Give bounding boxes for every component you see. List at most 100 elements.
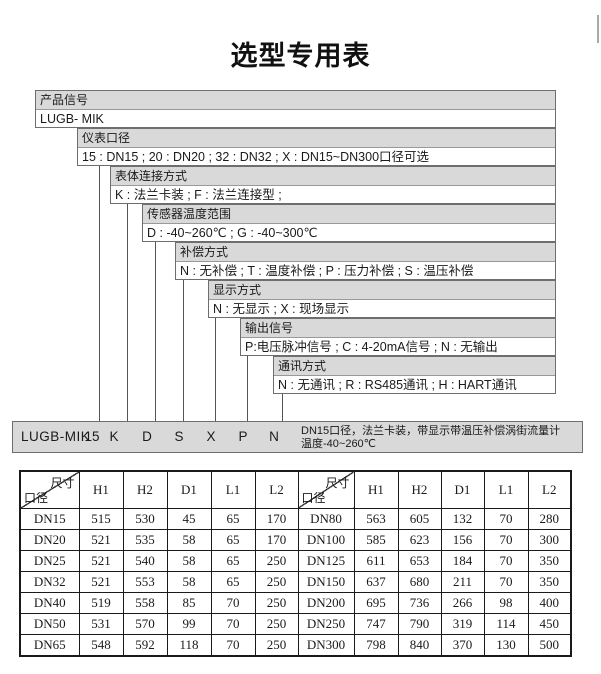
dim-cell: 521 — [78, 529, 124, 551]
tree-level-options: K : 法兰卡装 ; F : 法兰连接型 ; — [115, 188, 282, 202]
dim-cell: 58 — [166, 529, 212, 551]
dim-cell: 132 — [440, 508, 485, 530]
table-row: DN32 521 553 58 65 250 DN150 637 680 211… — [19, 571, 572, 593]
dim-cell: 747 — [353, 613, 399, 635]
diag-label-diameter: 口径 — [24, 491, 49, 505]
dim-cell: 570 — [122, 613, 168, 635]
dim-cell: 99 — [166, 613, 212, 635]
dim-cell: 592 — [122, 634, 168, 657]
dim-cell: 70 — [483, 508, 529, 530]
tree-level-compensation: 补偿方式 N : 无补偿 ; T : 温度补偿 ; P : 压力补偿 ; S :… — [175, 242, 556, 280]
dn-cell: DN15 — [19, 508, 80, 530]
dim-cell: 798 — [353, 634, 399, 657]
connector-line — [155, 242, 156, 421]
dim-cell: 521 — [78, 571, 124, 593]
dim-cell: 65 — [210, 571, 256, 593]
tree-level-options: D : -40~260℃ ; G : -40~300℃ — [147, 226, 318, 240]
connector-line — [99, 166, 100, 421]
col-header-h1: H1 — [78, 470, 124, 509]
col-header-h2: H2 — [397, 470, 442, 509]
tree-level-options: N : 无补偿 ; T : 温度补偿 ; P : 压力补偿 ; S : 温压补偿 — [180, 264, 474, 278]
dn-cell: DN125 — [297, 550, 355, 572]
col-header-l2: L2 — [254, 470, 299, 509]
dim-cell: 250 — [254, 571, 299, 593]
dim-cell: 605 — [397, 508, 442, 530]
connector-line — [282, 394, 283, 421]
model-code-bar: LUGB-MIK 15 K D S X P N DN15口径，法兰卡装，带显示带… — [12, 421, 583, 453]
dim-cell: 70 — [483, 529, 529, 551]
dim-cell: 65 — [210, 529, 256, 551]
code-segment-connection: K — [109, 429, 119, 444]
dim-cell: 70 — [483, 550, 529, 572]
code-description: DN15口径，法兰卡装，带显示带温压补偿涡街流量计 温度-40~260℃ — [301, 425, 560, 451]
tree-level-label: 补偿方式 — [176, 243, 555, 262]
dim-cell: 611 — [353, 550, 399, 572]
dim-cell: 70 — [210, 592, 256, 614]
col-header-h1: H1 — [353, 470, 399, 509]
code-segment-display: X — [206, 429, 216, 444]
tree-level-label: 传感器温度范围 — [143, 205, 555, 224]
tree-level-communication: 通讯方式 N : 无通讯 ; R : RS485通讯 ; H : HART通讯 — [273, 356, 556, 394]
dn-cell: DN65 — [19, 634, 80, 657]
tree-level-options: N : 无显示 ; X : 现场显示 — [213, 302, 350, 316]
table-row: DN20 521 535 58 65 170 DN100 585 623 156… — [19, 529, 572, 551]
tree-level-options: LUGB- MIK — [40, 112, 104, 126]
dim-cell: 156 — [440, 529, 485, 551]
col-header-h2: H2 — [122, 470, 168, 509]
tree-level-sensor-temp-range: 传感器温度范围 D : -40~260℃ ; G : -40~300℃ — [142, 204, 556, 242]
model-code: LUGB-MIK — [21, 429, 91, 444]
tree-level-label: 表体连接方式 — [111, 167, 555, 186]
dn-cell: DN80 — [297, 508, 355, 530]
table-row: DN50 531 570 99 70 250 DN250 747 790 319… — [19, 613, 572, 635]
dim-cell: 530 — [122, 508, 168, 530]
dim-cell: 515 — [78, 508, 124, 530]
tree-level-label: 通讯方式 — [274, 357, 555, 376]
tree-level-meter-diameter: 仪表口径 15 : DN15 ; 20 : DN20 ; 32 : DN32 ;… — [77, 128, 556, 166]
dim-cell: 521 — [78, 550, 124, 572]
diag-label-size: 尺寸 — [325, 476, 350, 490]
dim-cell: 98 — [483, 592, 529, 614]
dimension-table: 尺寸 口径 H1 H2 D1 L1 L2 尺寸 口径 H1 H2 D1 L1 — [19, 470, 572, 657]
tree-level-label: 产品信号 — [36, 91, 555, 110]
tree-level-label: 仪表口径 — [78, 129, 555, 148]
code-segment-output: P — [238, 429, 248, 444]
tree-level-options: N : 无通讯 ; R : RS485通讯 ; H : HART通讯 — [278, 378, 517, 392]
dim-cell: 319 — [440, 613, 485, 635]
dim-cell: 535 — [122, 529, 168, 551]
dim-cell: 170 — [254, 529, 299, 551]
dim-cell: 58 — [166, 571, 212, 593]
scrollbar-fragment — [597, 15, 599, 43]
dim-cell: 553 — [122, 571, 168, 593]
dim-cell: 736 — [397, 592, 442, 614]
dim-cell: 350 — [527, 550, 572, 572]
dim-cell: 70 — [210, 613, 256, 635]
connector-line — [247, 356, 248, 421]
dim-cell: 653 — [397, 550, 442, 572]
diag-header-cell: 尺寸 口径 — [297, 470, 355, 509]
dim-cell: 58 — [166, 550, 212, 572]
code-description-line1: DN15口径，法兰卡装，带显示带温压补偿涡街流量计 — [301, 425, 561, 437]
table-row: DN15 515 530 45 65 170 DN80 563 605 132 … — [19, 508, 572, 530]
dim-cell: 65 — [210, 508, 256, 530]
dim-cell: 695 — [353, 592, 399, 614]
dn-cell: DN100 — [297, 529, 355, 551]
diag-label-size: 尺寸 — [50, 476, 75, 490]
dn-cell: DN300 — [297, 634, 355, 657]
diag-label-diameter: 口径 — [301, 491, 326, 505]
table-header-row: 尺寸 口径 H1 H2 D1 L1 L2 尺寸 口径 H1 H2 D1 L1 — [19, 470, 572, 509]
dn-cell: DN32 — [19, 571, 80, 593]
dn-cell: DN25 — [19, 550, 80, 572]
tree-level-options: P:电压脉冲信号 ; C : 4-20mA信号 ; N : 无输出 — [245, 340, 498, 354]
dn-cell: DN40 — [19, 592, 80, 614]
dn-cell: DN250 — [297, 613, 355, 635]
dim-cell: 531 — [78, 613, 124, 635]
code-segment-compensation: S — [174, 429, 184, 444]
dn-cell: DN200 — [297, 592, 355, 614]
dim-cell: 114 — [483, 613, 529, 635]
dim-cell: 170 — [254, 508, 299, 530]
dim-cell: 70 — [483, 571, 529, 593]
tree-level-options: 15 : DN15 ; 20 : DN20 ; 32 : DN32 ; X : … — [82, 150, 430, 164]
dim-cell: 840 — [397, 634, 442, 657]
dim-cell: 45 — [166, 508, 212, 530]
dim-cell: 790 — [397, 613, 442, 635]
